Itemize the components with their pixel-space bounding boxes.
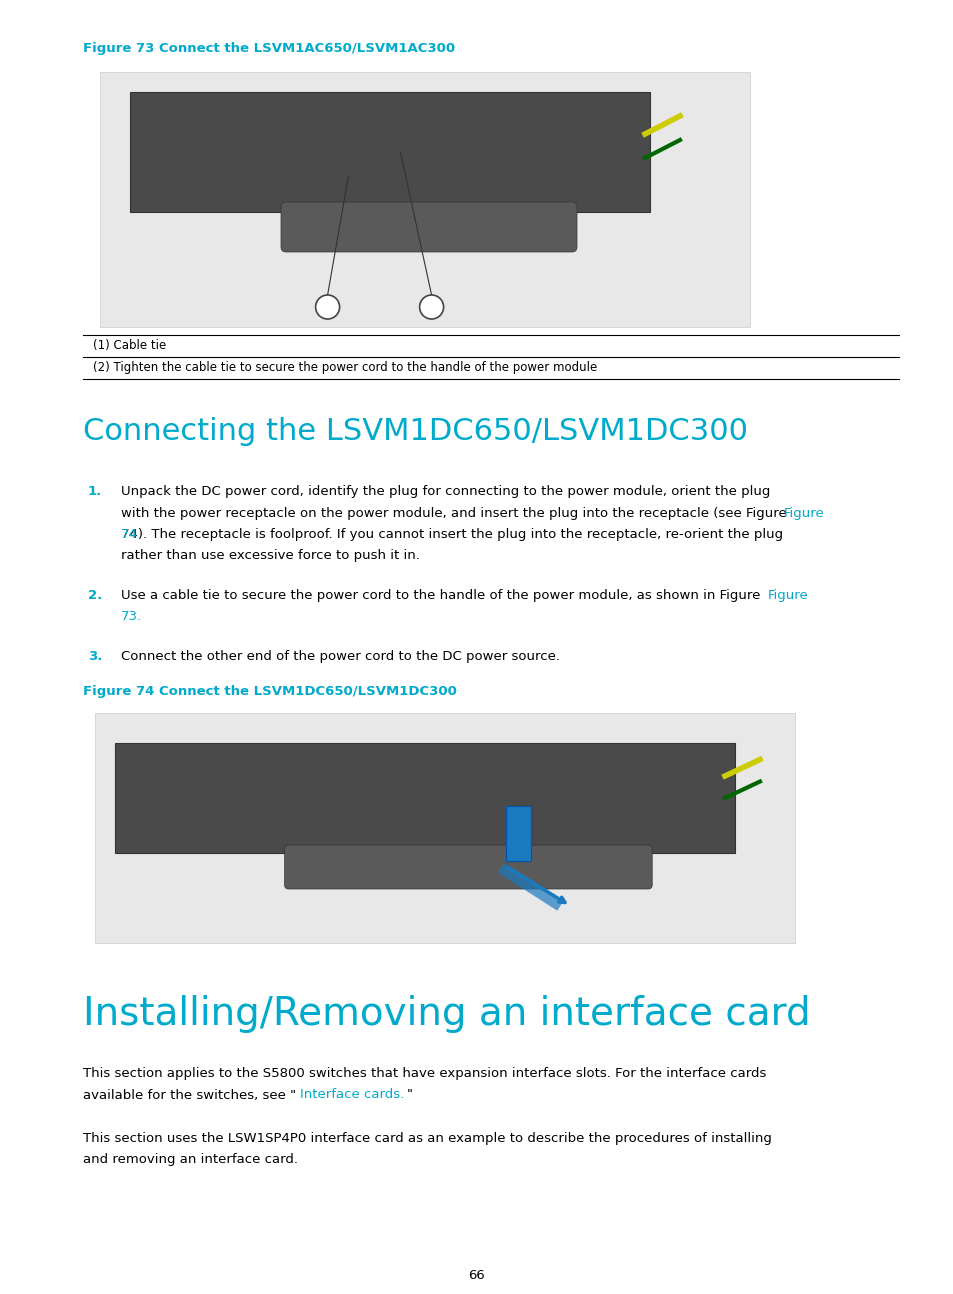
Text: 2.: 2. — [88, 589, 102, 602]
Text: Unpack the DC power cord, identify the plug for connecting to the power module, : Unpack the DC power cord, identify the p… — [121, 485, 770, 498]
Text: Use a cable tie to secure the power cord to the handle of the power module, as s: Use a cable tie to secure the power cord… — [121, 589, 760, 602]
Circle shape — [315, 295, 339, 320]
FancyBboxPatch shape — [281, 202, 577, 252]
Text: Interface cards.: Interface cards. — [299, 1088, 404, 1101]
Text: 73.: 73. — [121, 611, 142, 624]
FancyBboxPatch shape — [130, 92, 649, 212]
Text: 1.: 1. — [88, 485, 102, 498]
Text: (2) Tighten the cable tie to secure the power cord to the handle of the power mo: (2) Tighten the cable tie to secure the … — [92, 361, 597, 374]
Text: This section uses the LSW1SP4P0 interface card as an example to describe the pro: This section uses the LSW1SP4P0 interfac… — [83, 1132, 771, 1145]
Text: 3.: 3. — [88, 650, 102, 663]
Text: ": " — [407, 1088, 413, 1101]
Text: Figure: Figure — [767, 589, 808, 602]
Text: available for the switches, see ": available for the switches, see " — [83, 1088, 295, 1101]
Text: Figure: Figure — [783, 506, 824, 519]
Text: and removing an interface card.: and removing an interface card. — [83, 1153, 297, 1166]
Text: Installing/Removing an interface card: Installing/Removing an interface card — [83, 995, 810, 1033]
Text: Figure 74 Connect the LSVM1DC650/LSVM1DC300: Figure 74 Connect the LSVM1DC650/LSVM1DC… — [83, 685, 456, 697]
Text: rather than use excessive force to push it in.: rather than use excessive force to push … — [121, 550, 419, 563]
FancyBboxPatch shape — [284, 845, 652, 889]
Text: Figure 73 Connect the LSVM1AC650/LSVM1AC300: Figure 73 Connect the LSVM1AC650/LSVM1AC… — [83, 41, 455, 56]
FancyBboxPatch shape — [115, 743, 734, 853]
Text: 74). The receptacle is foolproof. If you cannot insert the plug into the recepta: 74). The receptacle is foolproof. If you… — [121, 528, 782, 541]
Text: Connect the other end of the power cord to the DC power source.: Connect the other end of the power cord … — [121, 650, 559, 663]
Text: with the power receptacle on the power module, and insert the plug into the rece: with the power receptacle on the power m… — [121, 506, 786, 519]
Text: Connecting the LSVM1DC650/LSVM1DC300: Connecting the LSVM1DC650/LSVM1DC300 — [83, 417, 747, 446]
FancyBboxPatch shape — [95, 713, 794, 943]
Circle shape — [419, 295, 443, 320]
FancyBboxPatch shape — [100, 72, 749, 327]
Text: 74: 74 — [121, 528, 138, 541]
FancyBboxPatch shape — [505, 806, 530, 861]
Text: This section applies to the S5800 switches that have expansion interface slots. : This section applies to the S5800 switch… — [83, 1068, 765, 1080]
Text: 66: 66 — [468, 1269, 485, 1282]
Text: (1) Cable tie: (1) Cable tie — [92, 339, 166, 352]
